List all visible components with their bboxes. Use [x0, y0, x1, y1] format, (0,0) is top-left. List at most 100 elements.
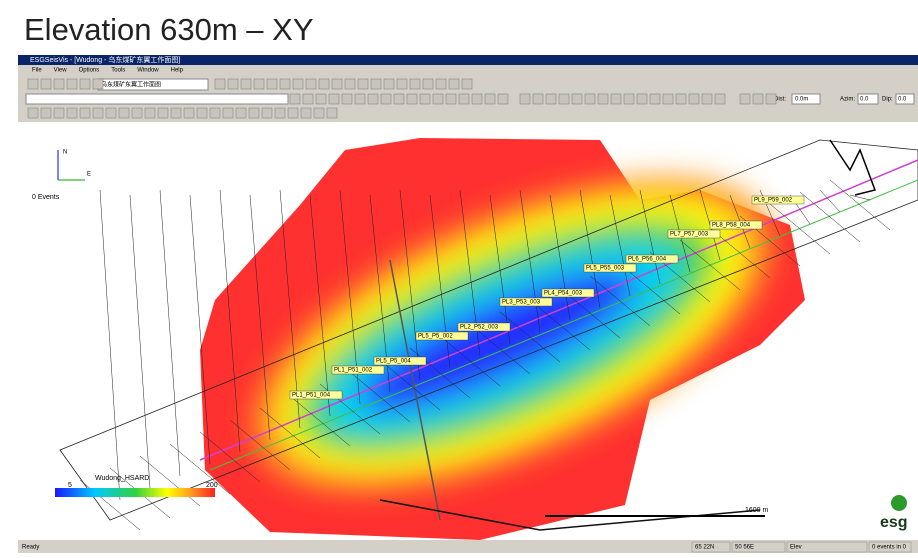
tool-button[interactable] — [714, 93, 726, 105]
tool-button[interactable] — [432, 93, 444, 105]
station-label-box — [415, 331, 469, 341]
tool-button[interactable] — [331, 78, 343, 90]
tool-button[interactable] — [688, 93, 700, 105]
tool-button[interactable] — [649, 93, 661, 105]
dip-field[interactable] — [895, 93, 915, 105]
tool-button[interactable] — [274, 107, 286, 119]
tool-button[interactable] — [419, 93, 431, 105]
tool-button[interactable] — [66, 78, 78, 90]
tool-button[interactable] — [92, 78, 104, 90]
azim-field[interactable] — [857, 93, 879, 105]
tool-button[interactable] — [484, 93, 496, 105]
tool-button[interactable] — [461, 78, 473, 90]
tool-button[interactable] — [318, 78, 330, 90]
combo[interactable] — [25, 93, 289, 105]
tool-button[interactable] — [328, 93, 340, 105]
tool-button[interactable] — [66, 107, 78, 119]
tool-button[interactable] — [383, 78, 395, 90]
grid-line — [439, 335, 501, 387]
tool-button[interactable] — [623, 93, 635, 105]
menu-item[interactable]: Help — [171, 68, 184, 74]
tool-button[interactable] — [519, 93, 531, 105]
tool-button[interactable] — [701, 93, 713, 105]
tool-button[interactable] — [396, 78, 408, 90]
tool-button[interactable] — [92, 107, 104, 119]
tool-button[interactable] — [341, 93, 353, 105]
tool-button[interactable] — [752, 93, 764, 105]
tool-button[interactable] — [532, 93, 544, 105]
tool-button[interactable] — [315, 93, 327, 105]
tool-button[interactable] — [183, 107, 195, 119]
tool-button[interactable] — [458, 93, 470, 105]
tool-button[interactable] — [131, 107, 143, 119]
tool-button[interactable] — [545, 93, 557, 105]
tool-button[interactable] — [305, 78, 317, 90]
tool-button[interactable] — [266, 78, 278, 90]
tool-button[interactable] — [636, 93, 648, 105]
tool-button[interactable] — [196, 107, 208, 119]
tool-button[interactable] — [253, 78, 265, 90]
tool-button[interactable] — [214, 78, 226, 90]
tool-button[interactable] — [170, 107, 182, 119]
tool-button[interactable] — [448, 78, 460, 90]
tool-button[interactable] — [739, 93, 751, 105]
tool-button[interactable] — [409, 78, 421, 90]
tool-button[interactable] — [354, 93, 366, 105]
menu-item[interactable]: File — [32, 68, 42, 74]
tool-button[interactable] — [445, 93, 457, 105]
menu-item[interactable]: Tools — [111, 68, 125, 74]
tool-button[interactable] — [765, 93, 777, 105]
tool-button[interactable] — [675, 93, 687, 105]
tool-button[interactable] — [344, 78, 356, 90]
status-background — [18, 540, 918, 553]
tool-button[interactable] — [40, 78, 52, 90]
tool-button[interactable] — [209, 107, 221, 119]
tool-button[interactable] — [380, 93, 392, 105]
tool-button[interactable] — [227, 78, 239, 90]
tool-button[interactable] — [292, 78, 304, 90]
menu-item[interactable]: Options — [79, 68, 100, 74]
tool-button[interactable] — [313, 107, 325, 119]
tool-button[interactable] — [27, 78, 39, 90]
tool-button[interactable] — [370, 78, 382, 90]
tool-button[interactable] — [597, 93, 609, 105]
tool-button[interactable] — [144, 107, 156, 119]
tool-button[interactable] — [367, 93, 379, 105]
tool-button[interactable] — [302, 93, 314, 105]
tool-button[interactable] — [610, 93, 622, 105]
tool-button[interactable] — [157, 107, 169, 119]
tool-button[interactable] — [53, 78, 65, 90]
tool-button[interactable] — [118, 107, 130, 119]
menu-item[interactable]: Window — [137, 68, 159, 74]
tool-button[interactable] — [497, 93, 509, 105]
tool-button[interactable] — [287, 107, 299, 119]
tool-button[interactable] — [79, 107, 91, 119]
tool-button[interactable] — [571, 93, 583, 105]
tool-button[interactable] — [422, 78, 434, 90]
tool-button[interactable] — [27, 107, 39, 119]
tool-button[interactable] — [662, 93, 674, 105]
tool-button[interactable] — [240, 78, 252, 90]
tool-button[interactable] — [79, 78, 91, 90]
tool-button[interactable] — [471, 93, 483, 105]
tool-button[interactable] — [558, 93, 570, 105]
tool-button[interactable] — [261, 107, 273, 119]
tool-button[interactable] — [235, 107, 247, 119]
tool-button[interactable] — [105, 107, 117, 119]
menu-item[interactable]: View — [54, 68, 68, 74]
tool-button[interactable] — [222, 107, 234, 119]
dist-field[interactable] — [791, 93, 821, 105]
tool-button[interactable] — [300, 107, 312, 119]
window-title: ESGSeisVis - [Wudong - 乌东煤矿东翼工作面图] — [30, 55, 180, 64]
tool-button[interactable] — [248, 107, 260, 119]
tool-button[interactable] — [40, 107, 52, 119]
tool-button[interactable] — [326, 107, 338, 119]
tool-button[interactable] — [279, 78, 291, 90]
tool-button[interactable] — [289, 93, 301, 105]
tool-button[interactable] — [393, 93, 405, 105]
tool-button[interactable] — [584, 93, 596, 105]
tool-button[interactable] — [357, 78, 369, 90]
tool-button[interactable] — [406, 93, 418, 105]
tool-button[interactable] — [435, 78, 447, 90]
tool-button[interactable] — [53, 107, 65, 119]
